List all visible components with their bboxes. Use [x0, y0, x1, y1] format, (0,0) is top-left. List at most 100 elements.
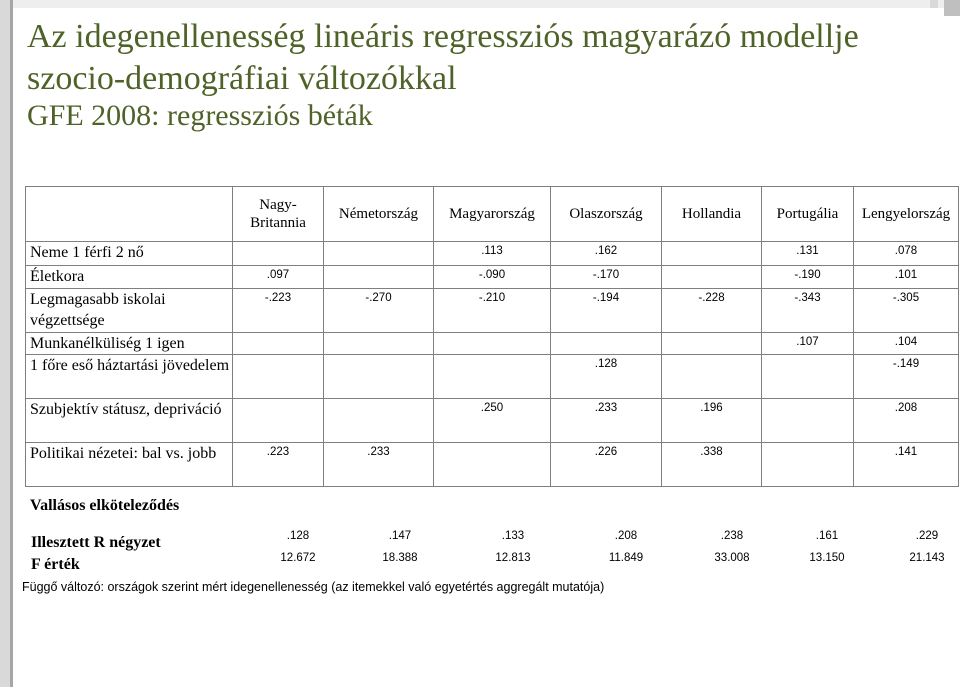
beta-cell: -.149 [853, 354, 959, 399]
f-value-label: F érték [31, 556, 80, 573]
table-row: Életkora .097 -.090 -.170 -.190 .101 [25, 265, 959, 289]
corner-decoration [944, 0, 960, 16]
beta-cell [323, 332, 434, 355]
r-squared-value: .229 [915, 530, 939, 542]
f-value: 21.143 [909, 552, 945, 564]
f-value: 33.008 [714, 552, 750, 564]
footnote: Függő változó: országok szerint mért ide… [22, 580, 605, 594]
beta-cell: -.343 [761, 288, 854, 333]
row-label: Neme 1 férfi 2 nő [25, 241, 233, 266]
beta-cell [661, 354, 762, 399]
column-header: Németország [323, 186, 434, 242]
beta-cell: .128 [550, 354, 662, 399]
corner-decoration-small [930, 0, 938, 8]
beta-cell: .101 [853, 265, 959, 289]
f-value: 12.813 [495, 552, 531, 564]
table-row: Legmagasabb iskolai végzettsége -.223 -.… [25, 288, 959, 333]
r-squared-row: Illesztett R négyzet .128 .147 .133 .208… [25, 530, 960, 552]
f-value: 11.849 [608, 552, 644, 564]
model-stats: Illesztett R négyzet .128 .147 .133 .208… [25, 530, 960, 574]
beta-cell [761, 398, 854, 443]
f-value: 13.150 [809, 552, 845, 564]
row-label: Életkora [25, 265, 233, 289]
beta-cell [323, 241, 434, 266]
r-squared-value: .238 [720, 530, 744, 542]
r-squared-value: .133 [501, 530, 525, 542]
r-squared-value: .147 [388, 530, 412, 542]
beta-cell: .097 [232, 265, 324, 289]
beta-cell: .233 [550, 398, 662, 443]
beta-cell: -.210 [433, 288, 551, 333]
left-decoration-bar [0, 0, 13, 687]
column-header: Lengyelország [853, 186, 959, 242]
beta-cell: -.228 [661, 288, 762, 333]
beta-cell: -.194 [550, 288, 662, 333]
beta-cell [661, 332, 762, 355]
beta-cell [433, 354, 551, 399]
beta-cell: .104 [853, 332, 959, 355]
column-header: Hollandia [661, 186, 762, 242]
beta-cell: .233 [323, 442, 434, 487]
religion-row-label: Vallásos elköteleződés [30, 497, 180, 514]
beta-cell: .196 [661, 398, 762, 443]
beta-cell: .107 [761, 332, 854, 355]
slide-title: Az idegenellenesség lineáris regressziós… [27, 18, 859, 97]
beta-cell [323, 265, 434, 289]
beta-cell: -.270 [323, 288, 434, 333]
beta-cell [232, 241, 324, 266]
top-decoration [0, 0, 960, 8]
beta-cell [232, 354, 324, 399]
beta-cell: .338 [661, 442, 762, 487]
regression-table: Nagy-Britannia Németország Magyarország … [25, 186, 959, 487]
beta-cell [661, 241, 762, 266]
beta-cell [232, 398, 324, 443]
header-corner-cell [25, 186, 233, 242]
beta-cell [433, 332, 551, 355]
beta-cell: -.170 [550, 265, 662, 289]
r-squared-label: Illesztett R négyzet [31, 534, 161, 551]
column-header: Olaszország [550, 186, 662, 242]
beta-cell: .223 [232, 442, 324, 487]
table-row: Neme 1 férfi 2 nő .113 .162 .131 .078 [25, 241, 959, 266]
beta-cell: .208 [853, 398, 959, 443]
beta-cell: .226 [550, 442, 662, 487]
column-header: Portugália [761, 186, 854, 242]
row-label: Legmagasabb iskolai végzettsége [25, 288, 233, 333]
column-header: Nagy-Britannia [232, 186, 324, 242]
r-squared-value: .161 [815, 530, 839, 542]
beta-cell [761, 354, 854, 399]
row-label: Politikai nézetei: bal vs. jobb [25, 442, 233, 487]
beta-cell [323, 398, 434, 443]
row-label: Szubjektív státusz, depriváció [25, 398, 233, 443]
f-value: 18.388 [382, 552, 418, 564]
beta-cell: .113 [433, 241, 551, 266]
header-row: Nagy-Britannia Németország Magyarország … [25, 186, 959, 242]
beta-cell [661, 265, 762, 289]
beta-cell: .162 [550, 241, 662, 266]
row-label: 1 főre eső háztartási jövedelem [25, 354, 233, 399]
beta-cell: .141 [853, 442, 959, 487]
row-label: Munkanélküliség 1 igen [25, 332, 233, 355]
table-row: Munkanélküliség 1 igen .107 .104 [25, 332, 959, 355]
slide-subtitle: GFE 2008: regressziós béták [27, 99, 373, 132]
f-value: 12.672 [280, 552, 316, 564]
table-row: Politikai nézetei: bal vs. jobb .223 .23… [25, 442, 959, 487]
beta-cell: .131 [761, 241, 854, 266]
beta-cell [323, 354, 434, 399]
r-squared-value: .208 [614, 530, 638, 542]
beta-cell: -.305 [853, 288, 959, 333]
beta-cell [761, 442, 854, 487]
beta-cell: -.223 [232, 288, 324, 333]
table-row: 1 főre eső háztartási jövedelem .128 -.1… [25, 354, 959, 399]
beta-cell: .250 [433, 398, 551, 443]
beta-cell [433, 442, 551, 487]
beta-cell [232, 332, 324, 355]
beta-cell: -.190 [761, 265, 854, 289]
beta-cell: .078 [853, 241, 959, 266]
beta-cell: -.090 [433, 265, 551, 289]
column-header: Magyarország [433, 186, 551, 242]
beta-cell [550, 332, 662, 355]
table-row: Szubjektív státusz, depriváció .250 .233… [25, 398, 959, 443]
r-squared-value: .128 [286, 530, 310, 542]
f-value-row: F érték 12.672 18.388 12.813 11.849 33.0… [25, 552, 960, 574]
